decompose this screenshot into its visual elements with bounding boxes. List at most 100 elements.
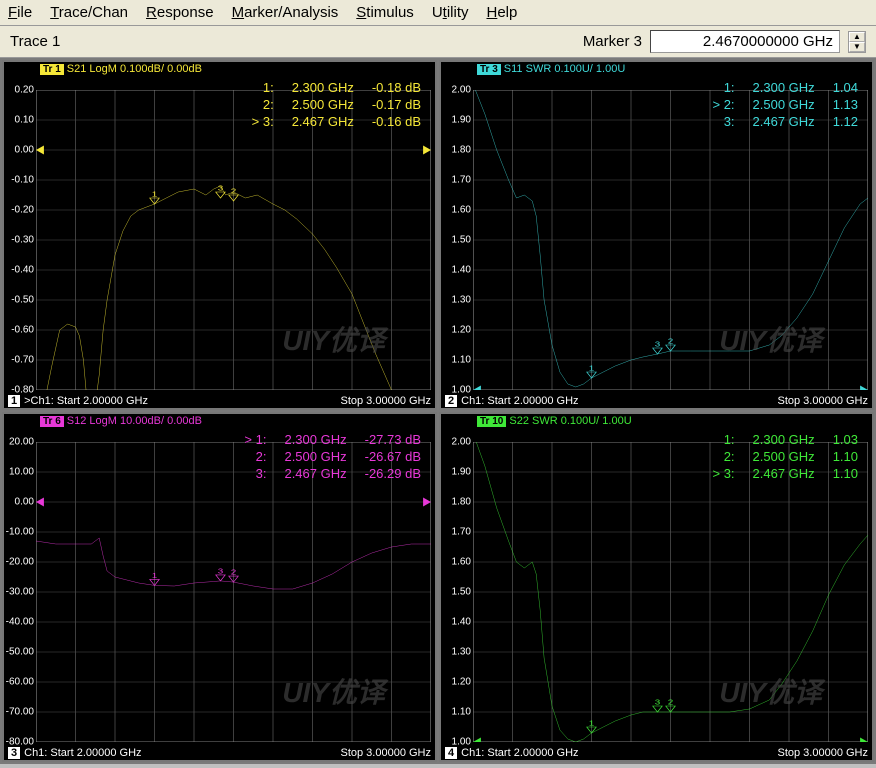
marker-readout-table: 1:2.300 GHz1.04> 2:2.500 GHz1.133:2.467 … [702, 78, 868, 131]
menu-stimulus[interactable]: Stimulus [356, 4, 414, 21]
plot-footer: 3Ch1: Start 2.00000 GHzStop 3.00000 GHz [4, 746, 435, 760]
footer-start: Ch1: Start 2.00000 GHz [461, 395, 578, 407]
ytick-label: -0.80 [11, 385, 36, 396]
ytick-label: 1.90 [452, 467, 473, 478]
ytick-label: 1.80 [452, 497, 473, 508]
plot-body: 0.200.100.00-0.10-0.20-0.30-0.40-0.50-0.… [4, 76, 435, 394]
trace-label: Trace 1 [10, 33, 60, 50]
svg-text:3: 3 [655, 340, 661, 349]
plot-body: 2.00 1.90 1.80 1.70 1.60 1.50 1.40 1.30 1.20 1.10… [441, 428, 872, 746]
marker-row: > 1:2.300 GHz-27.73 dB [236, 432, 429, 447]
ytick-label: 2.00 [452, 437, 473, 448]
ytick-label: 1.10 [452, 707, 473, 718]
ytick-label: 1.70 [452, 175, 473, 186]
ytick-label: 1.40 [452, 617, 473, 628]
spinner-down-button[interactable]: ▼ [849, 42, 865, 52]
ytick-label: 1.00 [452, 737, 473, 748]
trace-badge: Tr 6 [40, 416, 64, 427]
ytick-label: -30.00 [6, 587, 36, 598]
ytick-label: 1.60 [452, 557, 473, 568]
ytick-label: 1.30 [452, 295, 473, 306]
plot-body: 20.0010.000.00-10.00-20.00-30.00-40.00-5… [4, 428, 435, 746]
ytick-label: 0.10 [15, 115, 36, 126]
ytick-label: 1.00 [452, 385, 473, 396]
ytick-label: -60.00 [6, 677, 36, 688]
menu-markeranalysis[interactable]: Marker/Analysis [232, 4, 339, 21]
footer-stop: Stop 3.00000 GHz [777, 395, 868, 407]
plot-body: 2.001.901.801.701.601.501.401.301.201.10… [441, 76, 872, 394]
menu-utility[interactable]: Utility [432, 4, 469, 21]
chart-svg: 123 [36, 90, 431, 390]
svg-text:1: 1 [152, 190, 158, 199]
trace-badge: Tr 10 [477, 416, 506, 427]
ytick-label: -0.40 [11, 265, 36, 276]
ytick-label: 1.40 [452, 265, 473, 276]
plot-index-badge: 2 [445, 395, 457, 407]
ytick-label: 1.50 [452, 587, 473, 598]
plot-header: Tr 10S22 SWR 0.100U/ 1.00U [441, 414, 872, 428]
ytick-label: 0.00 [15, 145, 36, 156]
marker-row: 3:2.467 GHz1.12 [704, 114, 866, 129]
ytick-label: 1.20 [452, 325, 473, 336]
chart-svg: 1 23 [36, 442, 431, 742]
ytick-label: 0.00 [15, 497, 36, 508]
ytick-label: 1.90 [452, 115, 473, 126]
marker-row: > 2:2.500 GHz1.13 [704, 97, 866, 112]
ytick-label: -50.00 [6, 647, 36, 658]
marker-readout-table: 1:2.300 GHz1.032:2.500 GHz1.10> 3:2.467 … [702, 430, 868, 483]
ytick-label: 20.00 [9, 437, 36, 448]
ytick-label: 2.00 [452, 85, 473, 96]
svg-text:2: 2 [668, 337, 674, 346]
ytick-label: 1.30 [452, 647, 473, 658]
footer-stop: Stop 3.00000 GHz [340, 395, 431, 407]
marker-row: 2:2.500 GHz-0.17 dB [244, 97, 429, 112]
svg-text:1: 1 [152, 571, 158, 580]
ytick-label: -20.00 [6, 557, 36, 568]
ytick-label: -0.20 [11, 205, 36, 216]
plot-header: Tr 3S11 SWR 0.100U/ 1.00U [441, 62, 872, 76]
menu-file[interactable]: File [8, 4, 32, 21]
marker-label: Marker 3 [583, 33, 642, 50]
menu-help[interactable]: Help [487, 4, 518, 21]
ytick-label: -80.00 [6, 737, 36, 748]
marker-row: 1:2.300 GHz-0.18 dB [244, 80, 429, 95]
ytick-label: 1.20 [452, 677, 473, 688]
plot-3[interactable]: Tr 6S12 LogM 10.00dB/ 0.00dB20.0010.000.… [2, 412, 437, 762]
toolbar: Trace 1 Marker 3 2.4670000000 GHz ▲ ▼ [0, 26, 876, 58]
ytick-label: 1.60 [452, 205, 473, 216]
trace-badge: Tr 1 [40, 64, 64, 75]
marker-value-input[interactable]: 2.4670000000 GHz [650, 30, 840, 53]
marker-readout-table: > 1:2.300 GHz-27.73 dB 2:2.500 GHz-26.67 … [234, 430, 431, 483]
marker-row: 3:2.467 GHz-26.29 dB [236, 466, 429, 481]
menu-tracechan[interactable]: Trace/Chan [50, 4, 128, 21]
marker-row: 2:2.500 GHz-26.67 dB [236, 449, 429, 464]
ytick-label: -0.30 [11, 235, 36, 246]
ytick-label: 1.80 [452, 145, 473, 156]
plot-4[interactable]: Tr 10S22 SWR 0.100U/ 1.00U 2.00 1.90 1.80 1.… [439, 412, 874, 762]
plot-index-badge: 1 [8, 395, 20, 407]
ytick-label: -0.60 [11, 325, 36, 336]
trace-badge: Tr 3 [477, 64, 501, 75]
marker-row: > 3:2.467 GHz-0.16 dB [244, 114, 429, 129]
plot-index-badge: 3 [8, 747, 20, 759]
spinner-up-button[interactable]: ▲ [849, 32, 865, 42]
footer-start: Ch1: Start 2.00000 GHz [461, 747, 578, 759]
marker-input-group: Marker 3 2.4670000000 GHz ▲ ▼ [583, 30, 866, 53]
menu-response[interactable]: Response [146, 4, 214, 21]
footer-start: Ch1: Start 2.00000 GHz [24, 747, 141, 759]
marker-row: > 3:2.467 GHz1.10 [704, 466, 866, 481]
ytick-label: -0.50 [11, 295, 36, 306]
plot-footer: 2 Ch1: Start 2.00000 GHz Stop 3.00000 GHz [441, 394, 872, 408]
svg-text:3: 3 [218, 567, 224, 576]
footer-stop: Stop 3.00000 GHz [777, 747, 868, 759]
footer-start: >Ch1: Start 2.00000 GHz [24, 395, 148, 407]
svg-text:3: 3 [655, 698, 661, 707]
plot-2[interactable]: Tr 3S11 SWR 0.100U/ 1.00U 2.00 1.90 1.80 1.7… [439, 60, 874, 410]
plot-1[interactable]: Tr 1S21 LogM 0.100dB/ 0.00dB0.200.100.00… [2, 60, 437, 410]
marker-spinner: ▲ ▼ [848, 31, 866, 53]
svg-text:3: 3 [218, 184, 224, 193]
plot-footer: 1 >Ch1: Start 2.00000 GHz Stop 3.00000 GHz [4, 394, 435, 408]
plot-index-badge: 4 [445, 747, 457, 759]
svg-text:2: 2 [231, 568, 237, 577]
ytick-label: 1.70 [452, 527, 473, 538]
